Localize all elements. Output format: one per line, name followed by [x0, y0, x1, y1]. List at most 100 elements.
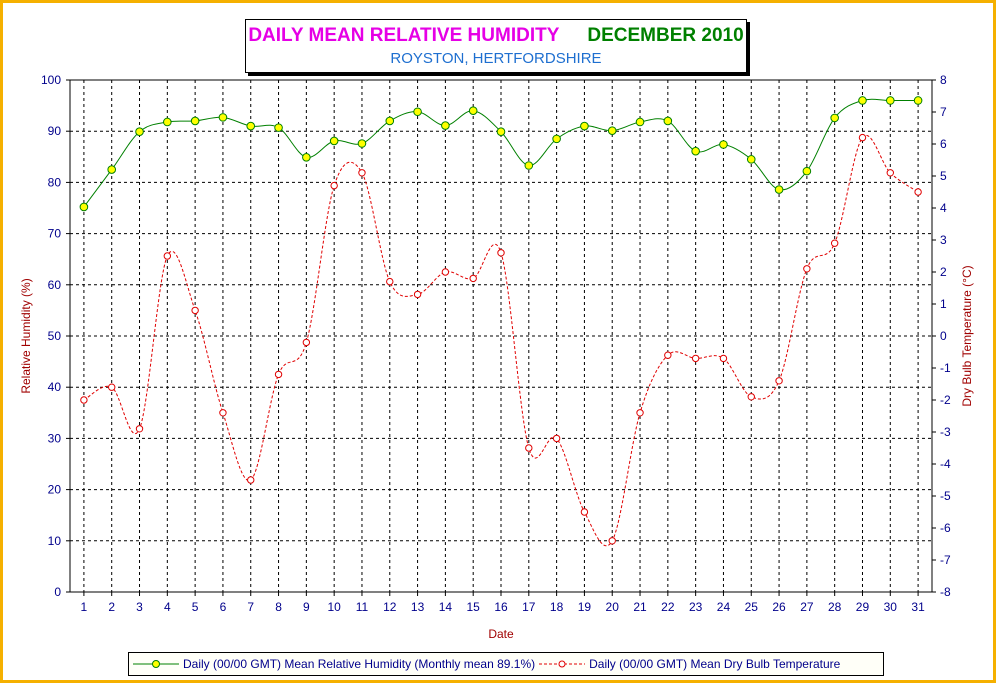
- humidity-point: [913, 96, 923, 105]
- humidity-point: [246, 121, 256, 131]
- temperature-point: [80, 396, 88, 404]
- temperature-point: [108, 383, 116, 391]
- humidity-point: [607, 126, 617, 135]
- chart-legend: Daily (00/00 GMT) Mean Relative Humidity…: [128, 652, 884, 676]
- humidity-point: [385, 116, 395, 126]
- x-tick-label: 23: [689, 600, 703, 614]
- humidity-point: [302, 153, 311, 162]
- humidity-point: [163, 117, 172, 127]
- temperature-point: [664, 351, 672, 359]
- y-axis-title-left: Relative Humidity (%): [19, 278, 33, 393]
- x-tick-label: 17: [522, 600, 536, 614]
- temperature-point: [497, 249, 505, 257]
- chart-title-box: DAILY MEAN RELATIVE HUMIDITY DECEMBER 201…: [245, 19, 747, 73]
- y-tick-label-left: 100: [41, 73, 61, 87]
- axis-layer: 0 10 20 30 40 50 60 70 80 90 100 -8 -7 -6 -5 -4 -3 -2 -1 0 1…: [41, 73, 951, 614]
- x-tick-label: 10: [327, 600, 341, 614]
- legend-swatch-humidity: [133, 660, 179, 668]
- humidity-point: [802, 166, 812, 176]
- x-tick-label: 25: [745, 600, 759, 614]
- temperature-point: [219, 409, 227, 417]
- chart-subtitle: ROYSTON, HERTFORDSHIRE: [390, 50, 602, 67]
- humidity-point: [135, 127, 144, 137]
- temperature-point: [413, 290, 422, 299]
- humidity-point: [274, 123, 283, 132]
- x-tick-label: 13: [411, 600, 425, 614]
- x-tick-label: 21: [633, 600, 647, 614]
- y-tick-label-left: 0: [54, 585, 61, 599]
- y-tick-label-right: 5: [940, 169, 947, 183]
- y-tick-label-right: 2: [940, 265, 947, 279]
- humidity-point: [79, 202, 89, 212]
- y-tick-label-right: -6: [940, 521, 951, 535]
- temperature-point: [636, 409, 644, 417]
- temperature-point: [775, 377, 783, 385]
- y-tick-label-right: 0: [940, 329, 947, 343]
- y-tick-label-left: 80: [48, 175, 62, 189]
- humidity-point: [190, 116, 200, 126]
- y-tick-label-right: -4: [940, 457, 951, 471]
- x-tick-label: 14: [439, 600, 453, 614]
- y-tick-label-right: 7: [940, 105, 947, 119]
- grid-layer: [70, 80, 932, 592]
- temperature-point: [330, 181, 338, 190]
- temperature-point: [274, 370, 283, 379]
- x-tick-label: 27: [800, 600, 814, 614]
- temperature-point: [163, 252, 172, 260]
- humidity-point: [218, 113, 228, 122]
- humidity-point: [691, 146, 700, 156]
- x-tick-label: 8: [275, 600, 282, 614]
- legend-item-temperature: Daily (00/00 GMT) Mean Dry Bulb Temperat…: [535, 657, 840, 671]
- y-tick-label-left: 10: [48, 534, 62, 548]
- humidity-point: [663, 116, 673, 126]
- y-tick-label-right: 1: [940, 297, 947, 311]
- temperature-point: [191, 306, 199, 315]
- temperature-point: [580, 508, 589, 516]
- x-tick-label: 19: [578, 600, 592, 614]
- y-tick-label-right: -7: [940, 553, 951, 567]
- humidity-point: [746, 155, 756, 164]
- y-tick-label-left: 70: [48, 227, 62, 241]
- temperature-point: [803, 265, 811, 273]
- y-tick-label-left: 50: [48, 329, 62, 343]
- x-tick-label: 29: [856, 600, 870, 614]
- temperature-point: [386, 277, 394, 286]
- temperature-point: [830, 239, 839, 247]
- temperature-point: [441, 268, 450, 276]
- x-tick-label: 9: [303, 600, 310, 614]
- humidity-point: [719, 140, 728, 149]
- humidity-point: [357, 139, 367, 148]
- humidity-point: [830, 113, 839, 123]
- humidity-point: [635, 117, 645, 127]
- x-tick-label: 26: [772, 600, 786, 614]
- y-tick-label-right: -1: [940, 361, 951, 375]
- temperature-series-line: [83, 134, 919, 547]
- legend-item-humidity: Daily (00/00 GMT) Mean Relative Humidity…: [129, 657, 535, 671]
- x-tick-label: 16: [494, 600, 508, 614]
- temperature-point: [608, 537, 616, 545]
- temperature-point: [719, 354, 728, 363]
- y-tick-label-left: 60: [48, 278, 62, 292]
- temperature-point: [886, 169, 894, 177]
- y-tick-label-left: 90: [48, 124, 62, 138]
- temperature-point: [358, 169, 366, 177]
- title-main: DAILY MEAN RELATIVE HUMIDITY: [248, 25, 560, 46]
- temperature-point: [747, 393, 755, 401]
- humidity-point: [524, 161, 534, 170]
- x-tick-label: 11: [356, 600, 369, 614]
- x-tick-label: 1: [81, 600, 88, 614]
- temperature-point: [247, 476, 255, 484]
- legend-label-temperature: Daily (00/00 GMT) Mean Dry Bulb Temperat…: [589, 657, 841, 671]
- humidity-point: [468, 106, 478, 116]
- humidity-point: [552, 134, 561, 144]
- title-date: DECEMBER 2010: [587, 25, 744, 46]
- x-tick-label: 28: [828, 600, 842, 614]
- humidity-point: [413, 107, 422, 117]
- x-tick-label: 2: [108, 600, 115, 614]
- temperature-point: [525, 444, 533, 452]
- x-tick-label: 7: [247, 600, 254, 614]
- x-tick-label: 15: [467, 600, 481, 614]
- temperature-point: [691, 354, 700, 363]
